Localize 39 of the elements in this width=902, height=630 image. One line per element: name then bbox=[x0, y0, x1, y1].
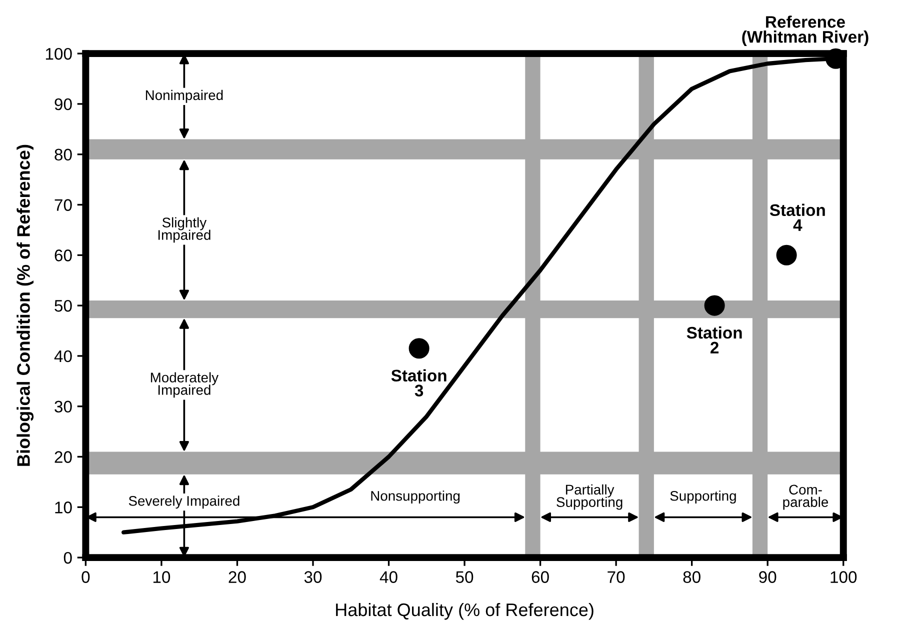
y-tick-label: 60 bbox=[54, 250, 72, 262]
annotation: Moderately Impaired bbox=[150, 372, 219, 398]
y-tick-label: 30 bbox=[54, 400, 72, 413]
y-tick-label: 10 bbox=[55, 502, 72, 514]
annotation: Severely Impaired bbox=[128, 496, 240, 509]
x-tick-label: 90 bbox=[759, 571, 776, 583]
point bbox=[704, 295, 725, 316]
x-tick-label: 30 bbox=[304, 571, 322, 583]
annotation: Nonimpaired bbox=[146, 90, 223, 103]
annotation: Slightly Impaired bbox=[158, 217, 210, 243]
x-tick-label: 40 bbox=[380, 571, 398, 583]
x-axis-title: Habitat Quality (% of Reference) bbox=[336, 602, 594, 620]
point bbox=[776, 244, 797, 266]
y-tick-label: 80 bbox=[54, 148, 72, 161]
x-tick-label: 70 bbox=[608, 571, 625, 583]
annotation: Station 3 bbox=[391, 369, 446, 396]
y-tick-label: 40 bbox=[54, 350, 72, 362]
y-tick-label: 100 bbox=[46, 48, 72, 60]
x-tick-label: 60 bbox=[532, 571, 549, 583]
y-tick-label: 0 bbox=[64, 552, 72, 564]
x-tick-label: 10 bbox=[153, 571, 170, 583]
y-tick-label: 70 bbox=[54, 199, 72, 211]
annotation: Station 4 bbox=[770, 204, 825, 231]
x-tick-label: 100 bbox=[830, 571, 857, 583]
annotation: Supporting bbox=[670, 490, 736, 504]
y-tick-label: 50 bbox=[54, 300, 72, 312]
y-axis-title: Biological Condition (% of Reference) bbox=[16, 144, 34, 466]
x-tick-label: 0 bbox=[82, 571, 90, 583]
y-tick-label: 20 bbox=[54, 451, 72, 463]
point bbox=[408, 338, 430, 359]
x-tick-label: 80 bbox=[683, 571, 700, 583]
text: Reference (Whitman River) bbox=[742, 16, 868, 46]
x-tick-label: 20 bbox=[228, 571, 246, 583]
x-tick-label: 50 bbox=[456, 571, 474, 583]
annotation: Nonsupporting bbox=[371, 490, 460, 504]
annotation: Partially Supporting bbox=[556, 484, 622, 510]
y-tick-label: 90 bbox=[54, 98, 72, 110]
annotation: Station 2 bbox=[686, 326, 742, 354]
annotation: Com- parable bbox=[783, 484, 828, 510]
